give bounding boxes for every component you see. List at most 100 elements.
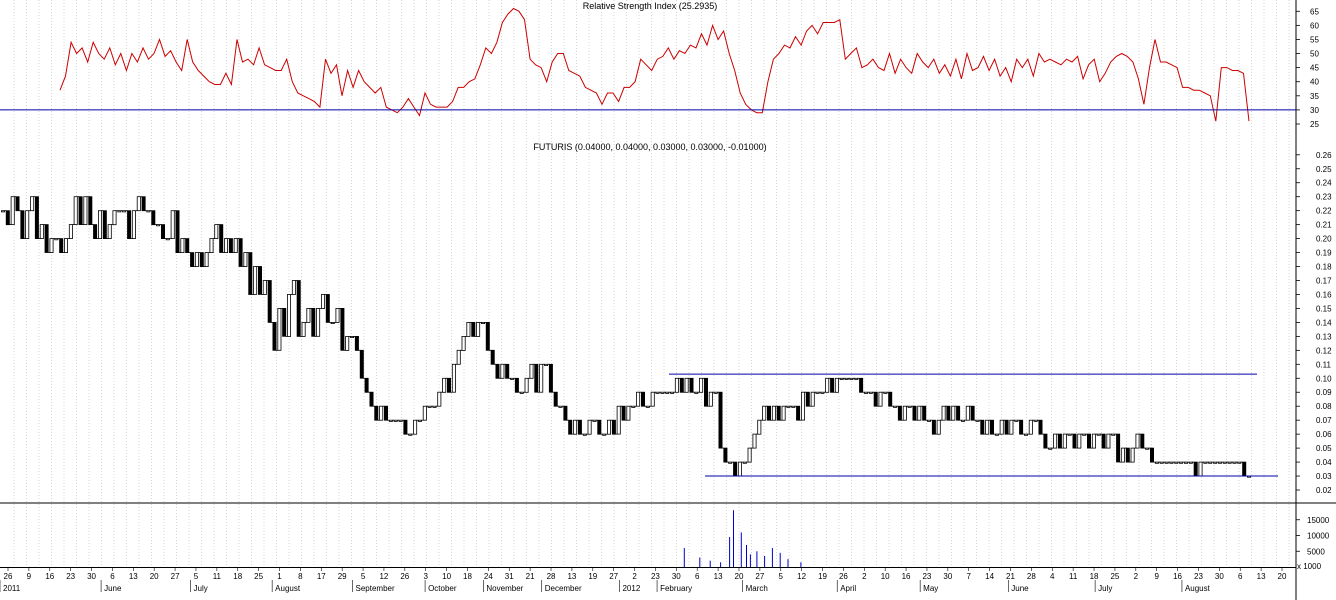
price-bar <box>1179 461 1184 464</box>
price-bar <box>495 363 500 379</box>
day-label: 11 <box>1069 572 1078 581</box>
day-label: 18 <box>233 572 242 581</box>
rsi-panel <box>0 7 1296 122</box>
price-tick-label: 0.04 <box>1316 458 1332 467</box>
price-bar <box>194 252 199 268</box>
price-bar <box>374 405 379 421</box>
price-bar <box>1237 461 1242 464</box>
price-bar <box>364 377 369 393</box>
price-bar <box>810 391 815 407</box>
month-label: June <box>1011 584 1029 593</box>
price-bar <box>1009 419 1014 435</box>
day-label: 30 <box>87 572 96 581</box>
price-bar <box>597 419 602 435</box>
price-bar <box>1067 433 1072 436</box>
price-bar <box>44 224 49 253</box>
day-label: 9 <box>27 572 32 581</box>
price-bar <box>451 363 456 393</box>
price-bar <box>529 363 534 379</box>
price-bar <box>1053 433 1058 449</box>
price-bar <box>825 377 830 393</box>
rsi-line <box>59 7 1250 122</box>
price-bar <box>999 419 1004 435</box>
price-bar <box>767 405 772 421</box>
price-bar <box>228 238 233 254</box>
price-bar <box>1082 433 1087 436</box>
price-bar <box>602 433 607 436</box>
price-bar <box>941 405 946 421</box>
day-label: 2 <box>862 572 867 581</box>
price-bar <box>88 196 93 225</box>
price-bar <box>209 238 214 254</box>
price-bar <box>1072 433 1077 449</box>
price-bar <box>641 391 646 407</box>
price-bar <box>961 419 966 422</box>
month-label: June <box>104 584 122 593</box>
day-label: 5 <box>361 572 366 581</box>
rsi-tick-label: 25 <box>1310 120 1319 129</box>
day-label: 2 <box>1134 572 1139 581</box>
price-bar <box>180 238 185 254</box>
price-bar <box>893 405 898 408</box>
price-bar <box>112 210 117 226</box>
month-label: 2012 <box>622 584 640 593</box>
price-bar <box>1159 461 1164 464</box>
price-bar <box>611 419 616 435</box>
price-bar <box>975 419 980 422</box>
price-bar <box>359 349 364 379</box>
day-label: 23 <box>651 572 660 581</box>
price-bar <box>558 405 563 408</box>
day-label: 17 <box>317 572 326 581</box>
price-bar <box>0 210 6 213</box>
price-bar <box>1116 433 1121 463</box>
price-bar <box>1150 447 1155 463</box>
price-tick-label: 0.25 <box>1316 165 1332 174</box>
day-label: 3 <box>423 572 428 581</box>
price-bar <box>747 447 752 463</box>
x-axis: 26 9 16 23 30 6 13 20 27 5 11 18 25 1 8 17 29 5 12 26 3 10 18 2… <box>0 567 1287 593</box>
day-label: 30 <box>672 572 681 581</box>
month-label: November <box>486 584 523 593</box>
price-bar <box>592 419 597 422</box>
price-bar <box>345 335 350 351</box>
price-bar <box>936 419 941 435</box>
price-bar <box>122 210 127 213</box>
price-bar <box>316 307 321 337</box>
price-bar <box>500 363 505 379</box>
price-bar <box>403 419 408 435</box>
price-bar <box>1232 461 1237 464</box>
day-label: 13 <box>714 572 723 581</box>
day-label: 6 <box>110 572 115 581</box>
day-label: 5 <box>779 572 784 581</box>
price-bar <box>393 419 398 422</box>
day-label: 29 <box>338 572 347 581</box>
price-bar <box>902 405 907 421</box>
price-bar <box>660 391 665 394</box>
price-bar <box>563 405 568 421</box>
price-bar <box>15 196 20 212</box>
price-bar <box>39 224 44 240</box>
price-bar <box>422 405 427 421</box>
price-bar <box>442 377 447 393</box>
price-bar <box>1024 433 1029 436</box>
price-tick-label: 0.24 <box>1316 179 1332 188</box>
price-bar <box>1213 461 1218 464</box>
price-bar <box>107 224 112 240</box>
chart-grid <box>13 0 1290 567</box>
price-bar <box>771 405 776 421</box>
month-label: 2011 <box>3 584 21 593</box>
price-bar <box>117 210 122 213</box>
price-bar <box>631 405 636 408</box>
price-bar <box>883 391 888 394</box>
day-label: 28 <box>1027 572 1036 581</box>
price-bar <box>1217 461 1222 464</box>
price-bar <box>965 405 970 421</box>
price-bar <box>1111 433 1116 436</box>
day-label: 31 <box>505 572 514 581</box>
price-bar <box>781 405 786 421</box>
month-label: July <box>1098 584 1112 593</box>
price-bar <box>1087 433 1092 449</box>
price-bar <box>873 391 878 407</box>
price-tick-label: 0.18 <box>1316 263 1332 272</box>
